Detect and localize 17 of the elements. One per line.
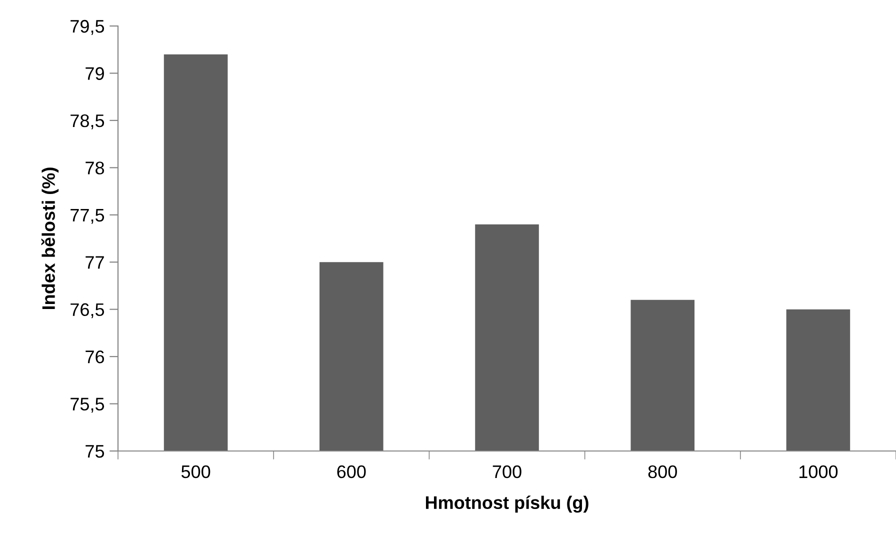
x-tick-label: 800 xyxy=(648,465,677,478)
y-tick-label: 77 xyxy=(86,256,104,269)
y-tick-label: 78,5 xyxy=(70,114,104,130)
y-tick-label: 79,5 xyxy=(70,20,104,35)
y-tick-label: 76,5 xyxy=(70,303,104,318)
x-tick-label: 1000 xyxy=(799,465,838,478)
y-tick-label: 77,5 xyxy=(70,209,104,224)
y-tick-label: 75 xyxy=(86,445,104,458)
y-tick-label: 78 xyxy=(86,162,104,174)
x-tick-label: 700 xyxy=(492,465,522,478)
x-tick-label: 500 xyxy=(181,465,210,478)
x-tick-label: 600 xyxy=(337,465,366,478)
x-axis-title: Hmotnost písku (g) xyxy=(426,496,588,513)
y-tick-label: 76 xyxy=(86,350,104,364)
y-tick-label: 75,5 xyxy=(70,398,104,413)
y-tick-label: 79 xyxy=(86,67,104,80)
y-axis-title: Index bělosti (%) xyxy=(41,168,59,310)
